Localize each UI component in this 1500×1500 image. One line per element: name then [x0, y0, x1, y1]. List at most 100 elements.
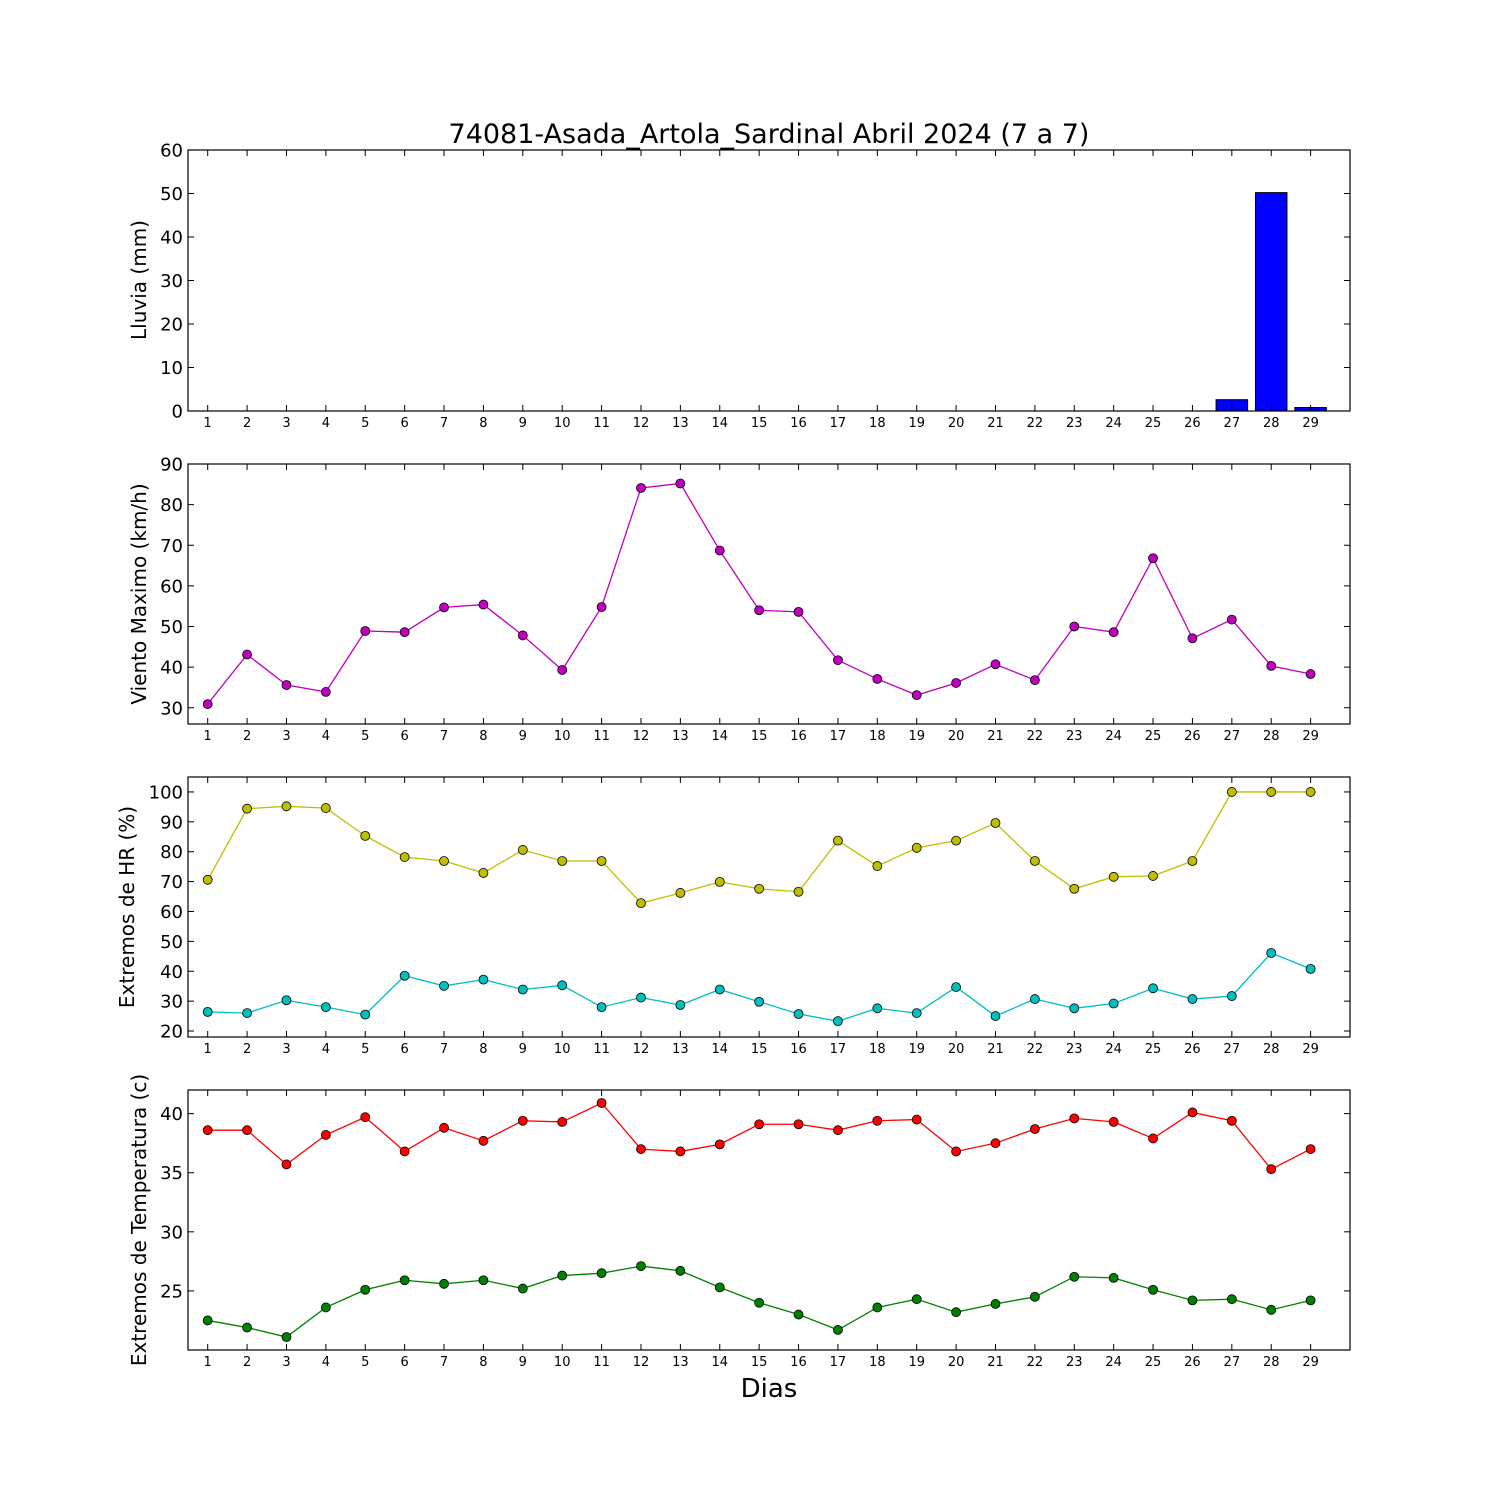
temp-max-point-day-9 — [517, 1115, 528, 1126]
rain-xtick-label: 28 — [1263, 416, 1280, 431]
rain-xtick-label: 11 — [593, 416, 610, 431]
temp-min-point-day-8 — [478, 1275, 489, 1286]
temperature-xtick-label: 14 — [711, 1355, 728, 1370]
humidity-xtick-label: 26 — [1184, 1042, 1201, 1057]
temp-max-point-day-20 — [951, 1146, 961, 1157]
temperature-xtick-label: 11 — [593, 1355, 610, 1370]
humidity-xtick-label: 17 — [830, 1042, 847, 1057]
temp-max-line — [207, 1102, 1311, 1170]
temp-min-point-day-18 — [872, 1302, 883, 1313]
wind-max-point-day-21 — [990, 659, 1001, 670]
temperature-xtick-label: 26 — [1184, 1355, 1201, 1370]
wind-y-axis-label: Viento Maximo (km/h) — [127, 483, 151, 704]
wind-xtick-label: 10 — [554, 729, 571, 744]
hr-max-point-day-28 — [1266, 787, 1277, 797]
wind-xtick-label: 7 — [440, 729, 448, 744]
temp-max-point-day-3 — [281, 1159, 292, 1170]
wind-xtick-label: 3 — [282, 729, 290, 744]
wind-max-point-day-23 — [1069, 621, 1080, 632]
wind-max-point-day-5 — [360, 626, 371, 636]
temp-max-point-day-16 — [793, 1119, 804, 1130]
temperature-xtick-label: 12 — [633, 1355, 650, 1370]
wind-xtick-label: 11 — [593, 729, 610, 744]
rain-xtick-label: 3 — [282, 416, 290, 431]
rain-xtick-label: 29 — [1302, 416, 1319, 431]
hr-max-point-day-1 — [202, 874, 213, 885]
temp-min-point-day-6 — [399, 1275, 410, 1286]
hr-min-point-day-25 — [1148, 983, 1158, 994]
temp-max-point-day-27 — [1226, 1115, 1237, 1126]
rain-ytick-label: 50 — [160, 184, 183, 205]
humidity-ytick-label: 60 — [160, 902, 183, 923]
temperature-xtick-label: 21 — [987, 1355, 1004, 1370]
temp-max-point-day-13 — [675, 1146, 686, 1157]
temp-max-point-day-25 — [1148, 1133, 1158, 1144]
humidity-xtick-label: 21 — [987, 1042, 1004, 1057]
wind-xtick-label: 1 — [204, 729, 212, 744]
hr-min-point-day-26 — [1187, 994, 1198, 1004]
rain-xtick-label: 2 — [243, 416, 251, 431]
wind-max-point-day-8 — [478, 599, 489, 610]
humidity-xtick-label: 1 — [204, 1042, 212, 1057]
temperature-xtick-label: 10 — [554, 1355, 571, 1370]
temp-max-point-day-7 — [439, 1122, 449, 1133]
wind-xtick-label: 5 — [361, 729, 369, 744]
wind-max-point-day-11 — [596, 602, 607, 612]
rain-xtick-label: 21 — [987, 416, 1004, 431]
temp-max-point-day-15 — [754, 1119, 765, 1130]
temperature-ytick-label: 25 — [160, 1281, 183, 1302]
temp-min-point-day-10 — [557, 1270, 568, 1281]
hr-min-point-day-16 — [793, 1009, 804, 1019]
temperature-xtick-label: 25 — [1145, 1355, 1162, 1370]
temp-max-point-day-11 — [596, 1098, 607, 1108]
hr-max-point-day-14 — [714, 877, 725, 887]
temp-min-point-day-19 — [911, 1294, 922, 1305]
temperature-xtick-label: 1 — [204, 1355, 212, 1370]
hr-min-point-day-10 — [557, 980, 568, 991]
rain-xtick-label: 10 — [554, 416, 571, 431]
wind-max-point-day-9 — [517, 630, 528, 641]
temperature-ytick-label: 40 — [160, 1104, 183, 1125]
wind-xtick-label: 2 — [243, 729, 251, 744]
hr-max-point-day-26 — [1187, 856, 1198, 866]
temp-max-point-day-2 — [242, 1125, 252, 1136]
hr-min-point-day-28 — [1266, 948, 1277, 958]
wind-max-point-day-12 — [636, 483, 646, 493]
rain-ytick-label: 10 — [160, 358, 183, 379]
temp-max-point-day-17 — [833, 1125, 843, 1136]
wind-max-point-day-4 — [320, 687, 331, 697]
humidity-y-axis-label: Extremos de HR (%) — [115, 806, 139, 1008]
wind-max-point-day-27 — [1226, 614, 1237, 625]
humidity-ytick-label: 100 — [149, 782, 183, 803]
rain-frame — [187, 149, 1351, 412]
rain-ytick-label: 40 — [160, 228, 183, 249]
rain-xtick-label: 17 — [830, 416, 847, 431]
hr-max-point-day-10 — [557, 856, 568, 866]
wind-xtick-label: 14 — [711, 729, 728, 744]
humidity-xtick-label: 4 — [322, 1042, 330, 1057]
temp-min-point-day-9 — [517, 1283, 528, 1294]
temp-max-point-day-10 — [557, 1117, 568, 1127]
humidity-xtick-label: 16 — [790, 1042, 807, 1057]
humidity-xtick-label: 11 — [593, 1042, 610, 1057]
temperature-xtick-label: 8 — [479, 1355, 487, 1370]
temp-max-point-day-19 — [911, 1114, 922, 1125]
temp-min-point-day-5 — [360, 1284, 371, 1295]
hr-max-point-day-15 — [754, 883, 765, 894]
temp-min-point-day-24 — [1108, 1273, 1119, 1283]
rain-xtick-label: 15 — [751, 416, 768, 431]
wind-ytick-label: 90 — [160, 455, 183, 476]
hr-min-point-day-9 — [517, 984, 528, 995]
temp-min-point-day-7 — [439, 1278, 449, 1289]
wind-xtick-label: 24 — [1105, 729, 1122, 744]
humidity-xtick-label: 14 — [711, 1042, 728, 1057]
hr-min-point-day-15 — [754, 996, 765, 1007]
temp-max-point-day-26 — [1187, 1107, 1198, 1118]
wind-max-point-day-28 — [1266, 661, 1277, 671]
temp-min-point-day-20 — [951, 1307, 961, 1318]
humidity-ytick-label: 30 — [160, 992, 183, 1013]
wind-max-line — [207, 482, 1311, 705]
humidity-ytick-label: 70 — [160, 872, 183, 893]
